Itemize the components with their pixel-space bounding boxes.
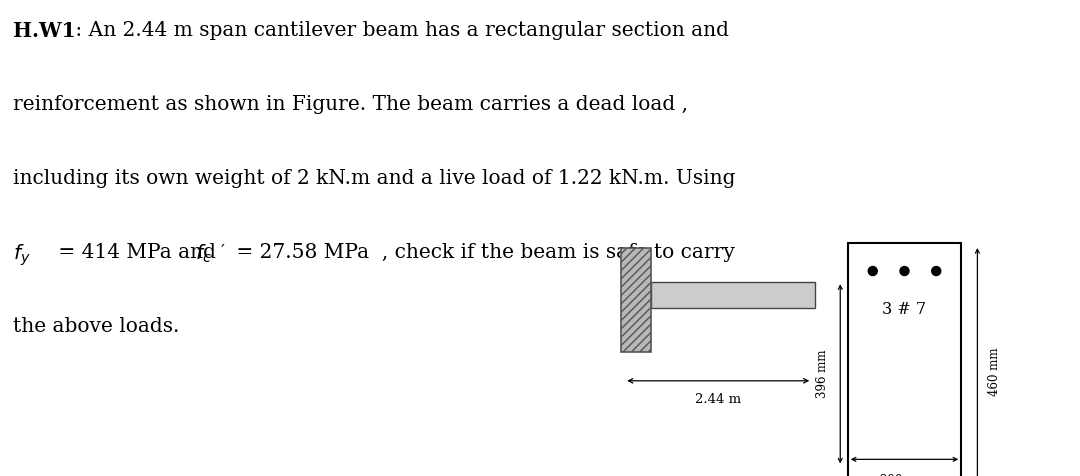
Text: including its own weight of 2 kN.m and a live load of 1.22 kN.m. Using: including its own weight of 2 kN.m and a… (13, 169, 735, 188)
Text: the above loads.: the above loads. (13, 317, 179, 336)
Text: 460 mm: 460 mm (988, 347, 1001, 396)
Ellipse shape (900, 267, 909, 276)
Text: = 27.58 MPa  , check if the beam is safe to carry: = 27.58 MPa , check if the beam is safe … (230, 243, 734, 262)
Text: 396 mm: 396 mm (816, 349, 829, 398)
Text: 200 mm: 200 mm (880, 474, 929, 476)
Bar (848, 243, 961, 476)
Text: reinforcement as shown in Figure. The beam carries a dead load ,: reinforcement as shown in Figure. The be… (13, 95, 688, 114)
Text: 3 # 7: 3 # 7 (882, 301, 927, 318)
Ellipse shape (932, 267, 941, 276)
Text: : An 2.44 m span cantilever beam has a rectangular section and: : An 2.44 m span cantilever beam has a r… (69, 21, 729, 40)
Ellipse shape (868, 267, 877, 276)
Text: $f_y$: $f_y$ (13, 243, 30, 268)
Text: 2.44 m: 2.44 m (696, 393, 741, 406)
Bar (651, 282, 815, 308)
Text: H.W1: H.W1 (13, 21, 76, 41)
Text: $f_c$: $f_c$ (195, 243, 212, 265)
Text: = 414 MPa and: = 414 MPa and (52, 243, 222, 262)
Bar (621, 248, 651, 352)
Text: ′: ′ (220, 243, 225, 260)
